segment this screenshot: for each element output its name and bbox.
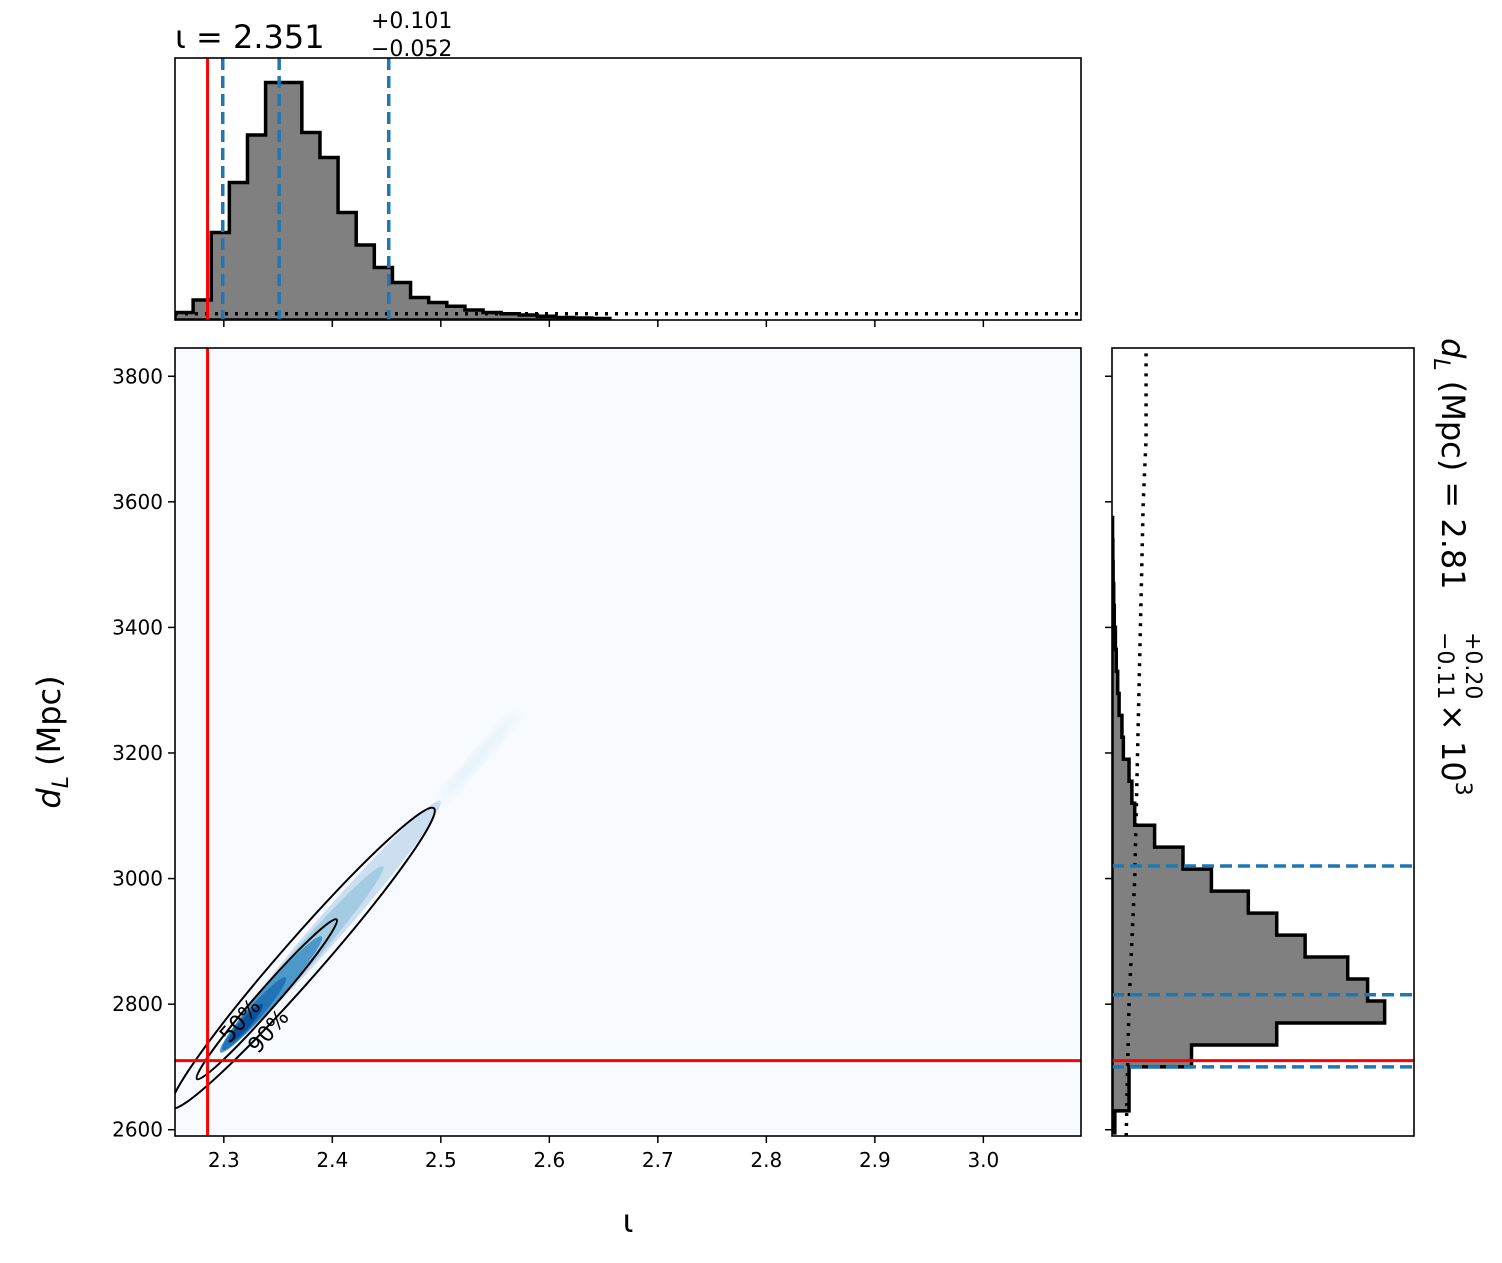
top-panel-frame (174, 57, 1082, 321)
x-tick-label: 2.7 (642, 1148, 674, 1172)
top-panel-tick-marks (223, 320, 985, 327)
y-tick-label: 3200 (112, 741, 163, 765)
right-panel-tick-marks (1105, 375, 1112, 1131)
y-tick-label: 3000 (112, 867, 163, 891)
density-blob-4 (228, 1003, 263, 1044)
y-axis-label: dL (Mpc) (30, 675, 74, 808)
x-axis-label: ι (623, 1202, 634, 1240)
y-tick-label: 3600 (112, 490, 163, 514)
y-tick-label: 3800 (112, 364, 163, 388)
distance-times-ten: × 10 (1434, 704, 1472, 782)
y-axis-label-subscript: L (49, 776, 74, 788)
contour-90 (175, 806, 436, 1110)
distance-histogram (1112, 348, 1387, 1136)
x-tick-label: 2.4 (316, 1148, 348, 1172)
x-tick-label: 2.8 (750, 1148, 782, 1172)
y-tick-label: 2800 (112, 992, 163, 1016)
injection-truth-lines (175, 348, 1081, 1136)
iota-estimate-title: ι = 2.351 (175, 18, 325, 56)
distance-scale-factor: × 103 (1434, 704, 1475, 796)
distance-lower-error: −0.11 (1432, 632, 1457, 699)
y-axis-label-symbol: d (30, 788, 68, 809)
iota-reference-lines (206, 58, 391, 320)
distance-upper-error: +0.20 (1460, 632, 1485, 699)
iota-histogram (175, 80, 1081, 320)
distance-subscript: L (1428, 358, 1453, 370)
y-tick-label: 2600 (112, 1118, 163, 1142)
iota-lower-error: −0.052 (371, 37, 452, 62)
iota-equals: = (186, 18, 233, 56)
joint-panel-background (175, 348, 1081, 1136)
joint-panel-frame (174, 347, 1082, 1137)
joint-posterior-panel: 50%90% 2.3 2.4 2.5 2.6 2.7 2.8 2.9 3.0 26002800… (30, 347, 1082, 1240)
posterior-density-heatmap (219, 712, 519, 1053)
x-tick-label: 2.5 (425, 1148, 457, 1172)
distance-exponent: 3 (1450, 782, 1475, 796)
x-tick-label: 2.3 (208, 1148, 240, 1172)
distance-prior-line (1124, 348, 1148, 1136)
y-axis-ticks: 2600 2800 3000 3200 3400 3600 3800 (112, 364, 175, 1142)
distance-median-value: (Mpc) = 2.81 (1434, 371, 1472, 590)
distance-estimate-title: dL (Mpc) = 2.81 (1428, 338, 1472, 590)
x-tick-label: 3.0 (967, 1148, 999, 1172)
right-panel-frame (1111, 347, 1415, 1137)
density-tail (438, 712, 519, 803)
iota-marginal-panel: ι = 2.351 +0.101 −0.052 (174, 9, 1082, 327)
y-axis-label-units: (Mpc) (30, 675, 68, 776)
iota-median-value: 2.351 (233, 18, 325, 56)
distance-marginal-panel: dL (Mpc) = 2.81 +0.20 −0.11 × 103 (1105, 338, 1485, 1137)
distance-symbol: d (1434, 338, 1472, 359)
x-tick-label: 2.6 (533, 1148, 565, 1172)
contour-50 (195, 918, 339, 1081)
x-tick-label: 2.9 (859, 1148, 891, 1172)
iota-symbol: ι (175, 18, 186, 56)
y-tick-label: 3400 (112, 615, 163, 639)
distance-reference-lines (1112, 864, 1414, 1069)
iota-histogram-steps (175, 80, 612, 320)
x-axis-ticks: 2.3 2.4 2.5 2.6 2.7 2.8 2.9 3.0 (208, 1136, 999, 1172)
iota-upper-error: +0.101 (371, 9, 452, 34)
